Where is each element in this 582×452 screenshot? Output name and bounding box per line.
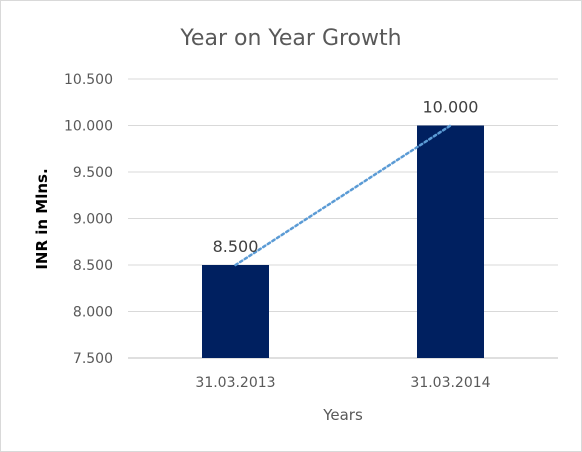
y-tick-label: 9.000 xyxy=(73,212,113,228)
bars xyxy=(202,125,484,358)
bar xyxy=(202,265,269,358)
x-tick-label: 31.03.2013 xyxy=(195,375,275,391)
y-tick-label: 10.000 xyxy=(64,119,113,135)
y-tick-label: 7.500 xyxy=(73,351,113,367)
bar xyxy=(417,125,484,358)
y-axis-ticks: 7.500 8.000 8.500 9.000 9.500 10.000 10.500 xyxy=(64,72,113,367)
y-tick-label: 10.500 xyxy=(64,72,113,88)
y-tick-label: 8.000 xyxy=(73,305,113,321)
y-tick-label: 9.500 xyxy=(73,165,113,181)
data-label: 8.500 xyxy=(213,237,259,256)
x-axis-ticks: 31.03.2013 31.03.2014 xyxy=(195,375,490,391)
x-axis-title: Years xyxy=(322,406,363,424)
y-axis-title: INR in Mlns. xyxy=(33,168,51,269)
chart-title: Year on Year Growth xyxy=(179,26,401,51)
data-labels: 8.500 10.000 xyxy=(213,98,479,257)
trendline-group xyxy=(234,124,452,267)
x-tick-label: 31.03.2014 xyxy=(410,375,490,391)
data-label: 10.000 xyxy=(423,98,479,117)
gridlines xyxy=(128,78,558,359)
trendline xyxy=(234,124,452,267)
y-tick-label: 8.500 xyxy=(73,258,113,274)
